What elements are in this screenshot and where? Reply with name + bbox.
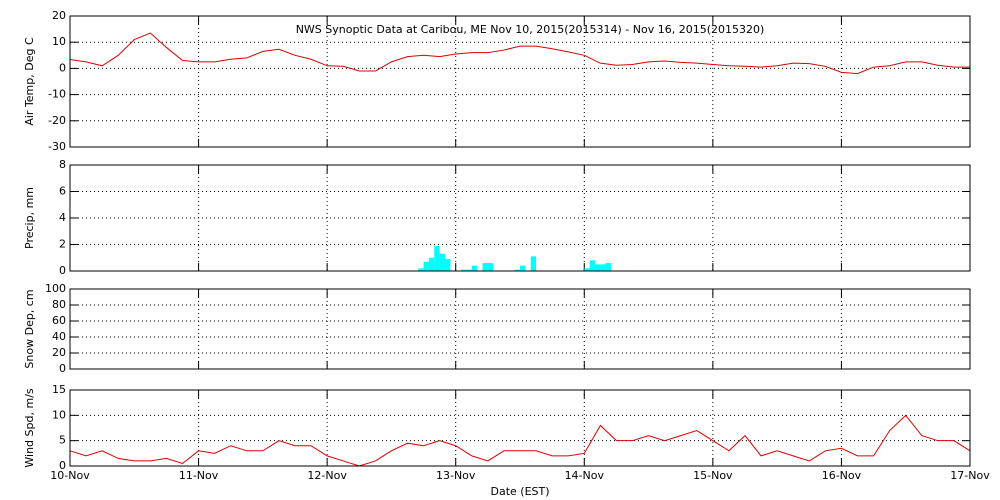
y-tick-label: 0 <box>59 362 66 375</box>
precip-bar <box>439 253 445 271</box>
y-tick-label: -30 <box>48 140 66 153</box>
y-tick-label: 4 <box>59 211 66 224</box>
precip-bar <box>589 260 595 271</box>
precip-bar <box>584 268 590 271</box>
precip-bar <box>605 263 612 271</box>
y-tick-label: 6 <box>59 185 66 198</box>
y-axis-label: Precip, mm <box>23 187 36 249</box>
precip-bar <box>600 264 606 271</box>
x-tick-label: 17-Nov <box>950 469 990 482</box>
y-tick-label: 40 <box>52 330 66 343</box>
x-tick-label: 11-Nov <box>179 469 219 482</box>
precip-bar <box>466 269 472 271</box>
precip-bar <box>428 257 435 271</box>
x-tick-label: 16-Nov <box>822 469 862 482</box>
y-axis-label: Snow Dep, cm <box>23 289 36 368</box>
precip-bar <box>520 265 526 271</box>
y-tick-label: -10 <box>48 88 66 101</box>
x-tick-label: 13-Nov <box>436 469 476 482</box>
y-axis-label: Air Temp, Deg C <box>23 37 36 126</box>
y-tick-label: 100 <box>45 282 66 295</box>
x-tick-label: 12-Nov <box>307 469 347 482</box>
precip-bar <box>423 261 429 271</box>
precip-bar <box>595 264 601 271</box>
precip-bar <box>482 263 488 271</box>
y-tick-label: 80 <box>52 298 66 311</box>
precip-bar <box>434 245 440 271</box>
y-tick-label: 10 <box>52 408 66 421</box>
plot-frame <box>69 389 971 467</box>
plot-frame <box>69 288 971 370</box>
plot-frame <box>69 164 971 272</box>
x-tick-label: 10-Nov <box>50 469 90 482</box>
precip-bar <box>418 268 424 271</box>
precip-bar <box>530 256 537 271</box>
y-tick-label: -20 <box>48 114 66 127</box>
data-line <box>69 414 971 467</box>
precip-bar <box>514 269 520 271</box>
plot-frame <box>69 15 971 148</box>
y-tick-label: 0 <box>59 264 66 277</box>
x-tick-label: 15-Nov <box>693 469 733 482</box>
y-tick-label: 15 <box>52 383 66 396</box>
y-tick-label: 0 <box>59 459 66 472</box>
y-tick-label: 20 <box>52 346 66 359</box>
precip-bar <box>487 263 494 271</box>
y-tick-label: 5 <box>59 434 66 447</box>
precip-bar <box>471 265 478 271</box>
x-tick-label: 14-Nov <box>565 469 605 482</box>
y-tick-label: 20 <box>52 9 66 22</box>
y-tick-label: 2 <box>59 238 66 251</box>
y-tick-label: 0 <box>59 61 66 74</box>
chart-title: NWS Synoptic Data at Caribou, ME Nov 10,… <box>296 23 765 36</box>
data-line <box>69 32 970 75</box>
y-axis-label: Wind Spd, m/s <box>23 388 36 468</box>
y-tick-label: 8 <box>59 158 66 171</box>
y-tick-label: 10 <box>52 35 66 48</box>
precip-bar <box>461 269 467 271</box>
y-tick-label: 60 <box>52 314 66 327</box>
precip-bar <box>445 259 451 271</box>
x-axis-label: Date (EST) <box>490 485 549 498</box>
